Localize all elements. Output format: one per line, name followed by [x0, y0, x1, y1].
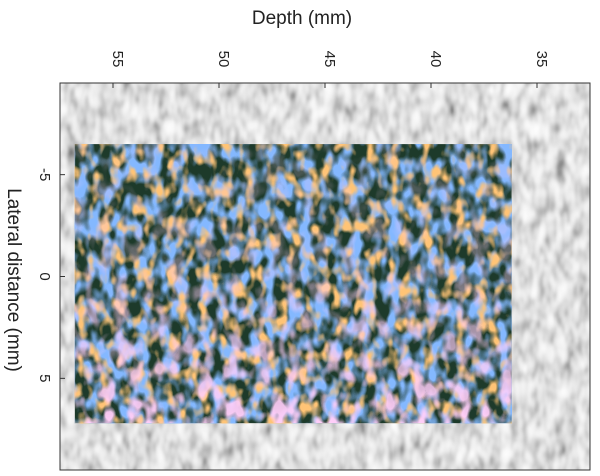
x-tick-label: 35 — [533, 51, 550, 68]
y-axis-title: Lateral distance (mm) — [3, 188, 24, 372]
x-axis-title: Depth (mm) — [252, 8, 352, 29]
x-tick-label: 40 — [427, 51, 444, 68]
y-axis-ticks: -5 0 5 — [36, 168, 65, 383]
overlay-pink-speckle — [74, 144, 512, 424]
x-tick-label: 55 — [109, 51, 126, 68]
y-tick-label: 0 — [36, 272, 53, 280]
x-tick-label: 45 — [321, 51, 338, 68]
y-tick-label: -5 — [36, 168, 53, 181]
color-overlay — [74, 144, 512, 424]
x-axis-ticks: 55 50 45 40 35 — [109, 51, 550, 88]
y-tick-label: 5 — [36, 374, 53, 382]
plot-area — [59, 82, 591, 471]
x-tick-label: 50 — [215, 51, 232, 68]
